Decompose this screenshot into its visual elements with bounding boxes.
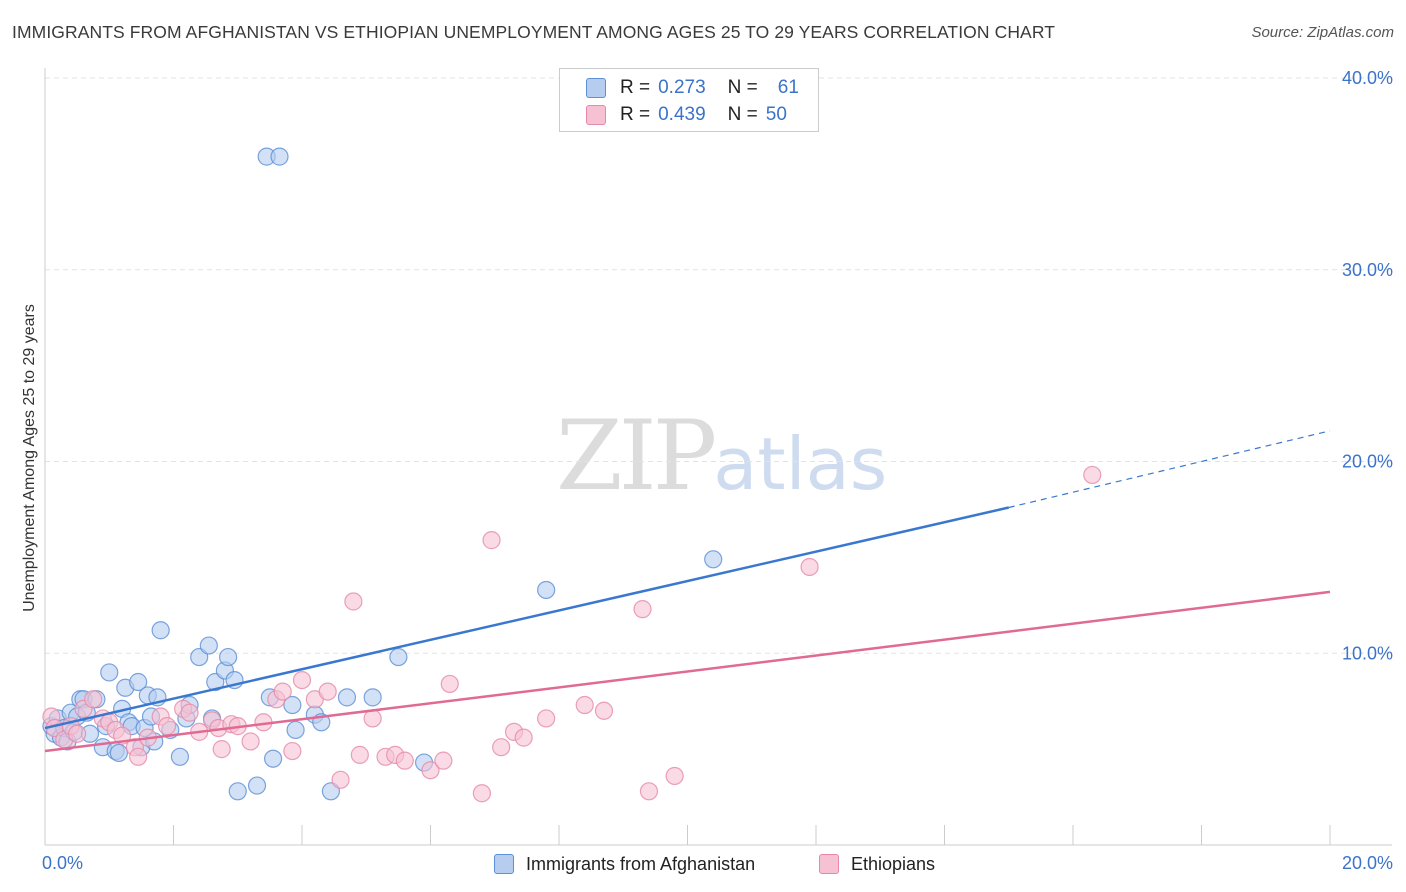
point-ethiopians-50	[634, 601, 651, 618]
bottom-legend-label-ethiopians: Ethiopians	[851, 854, 935, 875]
point-ethiopians-32	[332, 771, 349, 788]
point-afghanistan-18	[110, 744, 127, 761]
point-ethiopians-41	[441, 675, 458, 692]
point-ethiopians-40	[435, 752, 452, 769]
y-tick-label-3: 40.0%	[1342, 68, 1393, 88]
point-afghanistan-57	[538, 581, 555, 598]
point-ethiopians-17	[181, 704, 198, 721]
legend-n-label-2: N =	[728, 104, 758, 126]
point-afghanistan-55	[390, 649, 407, 666]
point-afghanistan-42	[229, 783, 246, 800]
point-ethiopians-48	[576, 697, 593, 714]
correlation-legend: R = 0.273 N = 61 R = 0.439 N = 50	[559, 68, 819, 132]
point-ethiopians-46	[515, 729, 532, 746]
point-ethiopians-4	[69, 725, 86, 742]
point-afghanistan-54	[364, 689, 381, 706]
bottom-legend-label-afghanistan: Immigrants from Afghanistan	[526, 854, 755, 875]
legend-r-label-2: R =	[620, 104, 650, 126]
point-afghanistan-53	[338, 689, 355, 706]
legend-r-label-1: R =	[620, 77, 650, 99]
point-afghanistan-47	[265, 750, 282, 767]
point-ethiopians-35	[364, 710, 381, 727]
point-ethiopians-33	[345, 593, 362, 610]
point-afghanistan-30	[152, 622, 169, 639]
point-ethiopians-42	[473, 785, 490, 802]
scatter-chart: 10.0% 20.0% 30.0% 40.0% 0.0% 20.0%	[0, 0, 1406, 892]
legend-n-value-2: 50	[766, 104, 787, 126]
legend-n-label-1: N =	[728, 77, 758, 99]
legend-r-value-2: 0.439	[658, 104, 706, 126]
x-tick-label-1: 20.0%	[1342, 853, 1393, 873]
point-ethiopians-43	[483, 532, 500, 549]
point-ethiopians-53	[801, 558, 818, 575]
y-tick-label-1: 20.0%	[1342, 452, 1393, 472]
point-afghanistan-16	[101, 664, 118, 681]
legend-row-afghanistan: R = 0.273 N = 61	[586, 77, 799, 99]
point-ethiopians-27	[274, 683, 291, 700]
point-ethiopians-6	[85, 691, 102, 708]
point-afghanistan-58	[705, 551, 722, 568]
legend-n-value-1: 61	[778, 77, 799, 99]
point-ethiopians-44	[493, 739, 510, 756]
y-axis-title: Unemployment Among Ages 25 to 29 years	[21, 304, 39, 612]
point-afghanistan-36	[200, 637, 217, 654]
y-tick-label-0: 10.0%	[1342, 643, 1393, 663]
legend-swatch-afghanistan	[586, 78, 606, 98]
point-ethiopians-29	[294, 672, 311, 689]
point-ethiopians-28	[284, 743, 301, 760]
point-ethiopians-52	[666, 767, 683, 784]
trendline-afghanistan-projection	[1009, 431, 1330, 508]
point-afghanistan-40	[220, 649, 237, 666]
x-tick-label-0: 0.0%	[42, 853, 83, 873]
legend-row-ethiopians: R = 0.439 N = 50	[586, 104, 787, 126]
point-ethiopians-51	[640, 783, 657, 800]
point-ethiopians-21	[213, 741, 230, 758]
point-ethiopians-34	[351, 746, 368, 763]
point-ethiopians-47	[538, 710, 555, 727]
point-ethiopians-38	[396, 752, 413, 769]
point-afghanistan-43	[249, 777, 266, 794]
point-ethiopians-49	[595, 702, 612, 719]
trendline-ethiopians	[45, 592, 1330, 751]
point-ethiopians-31	[319, 683, 336, 700]
bottom-legend-swatch-ethiopians	[819, 854, 839, 874]
bottom-legend-ethiopians: Ethiopians	[819, 852, 935, 876]
point-afghanistan-49	[287, 721, 304, 738]
bottom-legend-afghanistan: Immigrants from Afghanistan	[494, 852, 755, 876]
y-tick-label-2: 30.0%	[1342, 260, 1393, 280]
point-ethiopians-15	[159, 718, 176, 735]
point-ethiopians-54	[1084, 466, 1101, 483]
legend-r-value-1: 0.273	[658, 77, 706, 99]
trendline-afghanistan	[45, 508, 1009, 729]
bottom-legend-swatch-afghanistan	[494, 854, 514, 874]
point-afghanistan-45	[271, 148, 288, 165]
point-ethiopians-24	[242, 733, 259, 750]
legend-swatch-ethiopians	[586, 105, 606, 125]
point-afghanistan-32	[171, 748, 188, 765]
point-ethiopians-12	[130, 748, 147, 765]
